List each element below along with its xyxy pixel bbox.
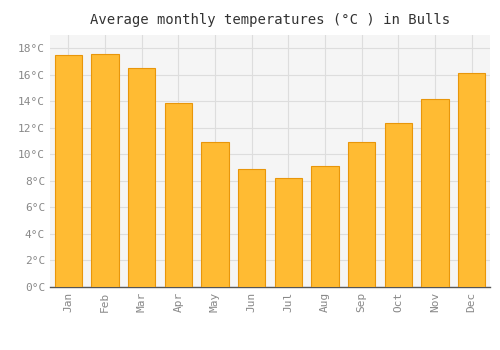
Bar: [348, 142, 376, 287]
Bar: [384, 122, 412, 287]
Bar: [54, 55, 82, 287]
Bar: [128, 68, 156, 287]
Bar: [238, 169, 266, 287]
Bar: [421, 99, 448, 287]
Bar: [458, 74, 485, 287]
Bar: [274, 178, 302, 287]
Bar: [91, 54, 119, 287]
Title: Average monthly temperatures (°C ) in Bulls: Average monthly temperatures (°C ) in Bu…: [90, 13, 450, 27]
Bar: [311, 166, 339, 287]
Bar: [164, 103, 192, 287]
Bar: [201, 142, 229, 287]
